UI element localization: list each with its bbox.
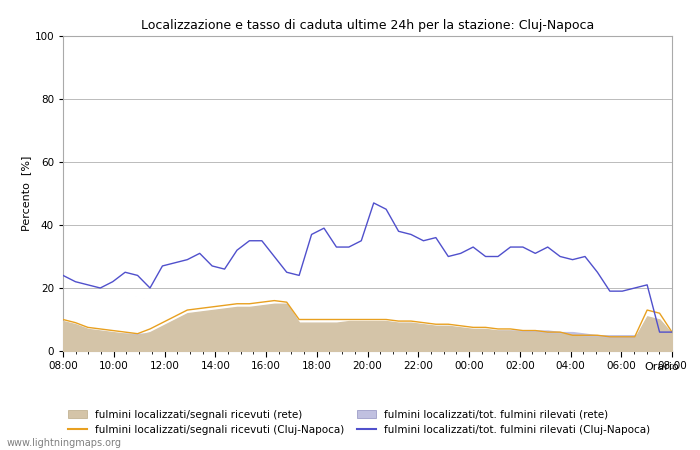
Text: www.lightningmaps.org: www.lightningmaps.org	[7, 438, 122, 448]
Text: Orario: Orario	[644, 362, 679, 372]
Y-axis label: Percento  [%]: Percento [%]	[22, 156, 32, 231]
Legend: fulmini localizzati/segnali ricevuti (rete), fulmini localizzati/segnali ricevut: fulmini localizzati/segnali ricevuti (re…	[68, 410, 650, 435]
Title: Localizzazione e tasso di caduta ultime 24h per la stazione: Cluj-Napoca: Localizzazione e tasso di caduta ultime …	[141, 19, 594, 32]
